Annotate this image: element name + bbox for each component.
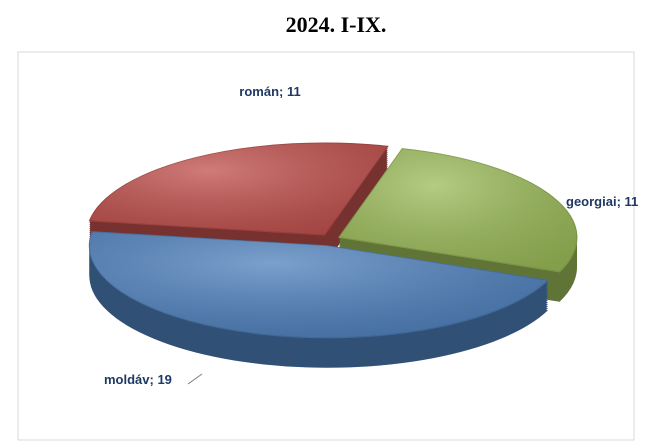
slice-shine <box>338 148 577 272</box>
data-label: moldáv; 19 <box>104 372 172 387</box>
data-label: georgiai; 11 <box>566 194 638 209</box>
chart-frame <box>17 51 635 441</box>
chart-title: 2024. I-IX. <box>286 12 387 37</box>
pie <box>88 142 578 368</box>
slice-shine <box>89 142 388 235</box>
leader-line <box>187 373 203 385</box>
slice-shine <box>89 231 549 338</box>
data-label: román; 11 <box>239 84 300 99</box>
